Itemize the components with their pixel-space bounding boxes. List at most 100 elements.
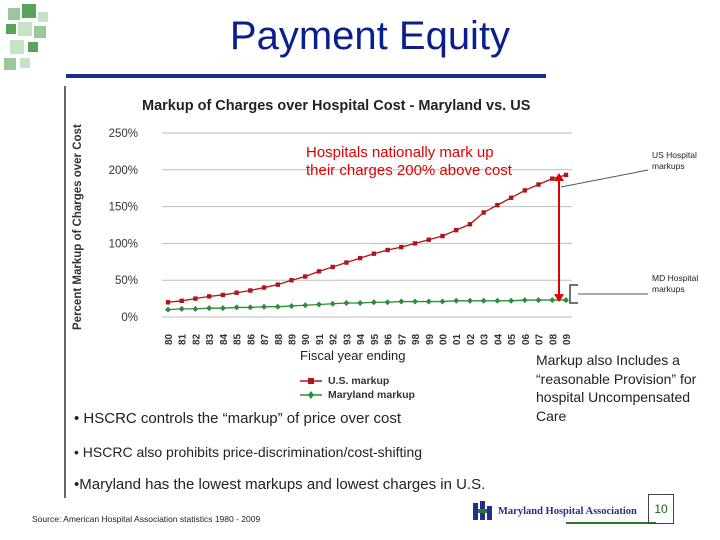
md-data-point <box>494 297 501 304</box>
x-tick-label: 86 <box>246 333 257 345</box>
chart-x-axis-label: Fiscal year ending <box>300 348 406 363</box>
x-tick-label: 91 <box>315 333 326 345</box>
x-tick-label: 02 <box>466 333 477 345</box>
title-underline <box>66 74 546 78</box>
x-tick-label: 80 <box>164 333 175 345</box>
x-tick-label: 99 <box>425 333 436 345</box>
md-data-point <box>480 297 487 304</box>
us-data-point <box>275 282 280 287</box>
mha-logo-icon <box>473 501 492 520</box>
us-data-point <box>248 288 253 293</box>
md-data-point <box>178 305 185 312</box>
us-data-point <box>316 269 322 274</box>
x-tick-label: 95 <box>370 333 381 345</box>
x-tick-label: 85 <box>233 333 244 345</box>
footer-line <box>566 522 656 524</box>
x-tick-label: 94 <box>356 333 367 345</box>
y-tick-label: 150% <box>109 202 138 214</box>
us-data-point <box>234 290 239 295</box>
us-markups-note: US Hospital markups <box>652 150 697 171</box>
chart-title: Markup of Charges over Hospital Cost - M… <box>142 98 531 114</box>
legend-label-md: Maryland markup <box>328 389 415 401</box>
y-tick-label: 100% <box>109 238 138 250</box>
us-data-point <box>563 172 569 178</box>
us-data-point <box>440 233 445 239</box>
md-data-point <box>206 305 213 312</box>
md-data-point <box>165 306 171 313</box>
y-tick-label: 0% <box>121 312 138 324</box>
chart-grid <box>162 132 572 318</box>
x-tick-label: 03 <box>480 333 491 345</box>
x-tick-label: 81 <box>178 333 189 345</box>
md-data-point <box>247 304 254 311</box>
x-tick-label: 84 <box>219 333 230 345</box>
md-data-point <box>233 304 240 311</box>
md-data-point <box>370 299 377 306</box>
md-data-point <box>219 305 226 312</box>
x-tick-label: 00 <box>438 333 449 345</box>
x-tick-label: 97 <box>397 333 408 345</box>
md-data-point <box>288 302 295 309</box>
us-data-point <box>481 210 486 215</box>
md-data-point <box>412 298 419 305</box>
decorative-squares <box>4 4 48 70</box>
slide-title: Payment Equity <box>229 14 511 58</box>
us-data-point <box>495 202 500 208</box>
legend-item-us: U.S. markup <box>300 374 415 388</box>
md-data-point <box>453 297 460 304</box>
us-data-point <box>179 298 184 304</box>
us-data-point <box>165 300 171 305</box>
us-data-point <box>206 294 212 299</box>
x-tick-label: 05 <box>507 333 518 345</box>
md-data-point <box>329 300 336 307</box>
md-data-point <box>357 300 364 307</box>
x-tick-label: 88 <box>274 333 285 345</box>
x-tick-label: 96 <box>384 333 395 345</box>
x-tick-label: 92 <box>329 333 340 345</box>
series-line <box>167 174 567 303</box>
md-data-point <box>425 298 432 305</box>
series-line <box>167 299 566 311</box>
md-data-point <box>466 297 473 304</box>
md-data-point <box>508 297 515 304</box>
left-divider <box>64 86 66 498</box>
md-data-point <box>398 298 405 305</box>
chart-series <box>165 172 569 313</box>
us-data-point <box>399 244 404 250</box>
md-data-point <box>261 303 268 310</box>
md-data-point <box>302 302 309 309</box>
mha-logo: Maryland Hospital Association <box>472 500 637 522</box>
us-pointer-line <box>560 169 649 188</box>
mha-logo-text: Maryland Hospital Association <box>498 505 637 517</box>
us-data-point <box>261 285 267 290</box>
page-number: 10 <box>648 494 674 524</box>
chart-annotations <box>554 169 649 304</box>
us-data-point <box>344 260 349 265</box>
us-data-point <box>454 227 459 233</box>
bullet-hscrc-controls: • HSCRC controls the “markup” of price o… <box>74 410 402 427</box>
us-data-point <box>303 274 308 279</box>
md-data-point <box>192 305 199 312</box>
x-tick-label: 07 <box>535 333 546 345</box>
bullet-rest: rohibits price-discrimination/cost-shift… <box>173 444 423 460</box>
x-tick-label: 89 <box>288 333 299 345</box>
x-tick-label: 93 <box>342 333 353 345</box>
x-tick-label: 83 <box>205 333 216 345</box>
x-tick-label: 87 <box>260 333 271 345</box>
md-data-point <box>439 298 446 305</box>
us-data-point <box>550 176 555 181</box>
us-data-point <box>536 182 541 187</box>
legend-label-us: U.S. markup <box>328 375 390 387</box>
md-data-point <box>343 300 350 307</box>
bullet-prefix: • HSCRC also p <box>74 444 174 460</box>
md-data-point <box>315 301 322 308</box>
x-tick-label: 98 <box>411 333 422 345</box>
md-markups-note: MD Hospital markups <box>652 273 699 294</box>
chart-legend: U.S. markup Maryland markup <box>300 374 415 402</box>
x-tick-label: 09 <box>562 333 573 345</box>
legend-item-md: Maryland markup <box>300 388 415 402</box>
y-tick-label: 200% <box>109 165 138 177</box>
md-data-point <box>274 303 281 310</box>
us-data-point <box>330 264 335 270</box>
